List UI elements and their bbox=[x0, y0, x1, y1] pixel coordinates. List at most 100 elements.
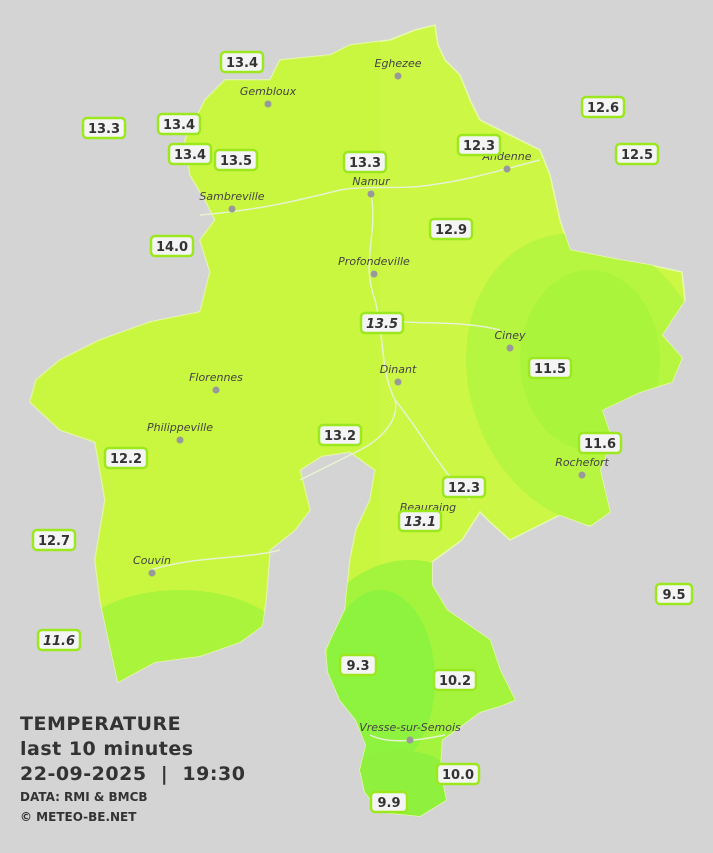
station-box bbox=[456, 133, 502, 157]
city-dot bbox=[176, 436, 184, 444]
station-reading: 12.7 bbox=[31, 528, 77, 552]
station-reading: 13.4 bbox=[219, 50, 265, 74]
station-value: 12.5 bbox=[621, 148, 653, 163]
city-label: Couvin bbox=[133, 554, 171, 567]
city-dot bbox=[578, 471, 586, 479]
legend-credit: © METEO-BE.NET bbox=[20, 810, 137, 824]
station-reading: 9.3 bbox=[338, 653, 378, 677]
station-box bbox=[81, 116, 127, 140]
station-value: 11.6 bbox=[43, 634, 75, 649]
station-box bbox=[428, 217, 474, 241]
station-box bbox=[397, 509, 443, 533]
station-box bbox=[36, 628, 82, 652]
station-value: 9.5 bbox=[662, 588, 685, 603]
station-value: 11.5 bbox=[534, 362, 566, 377]
station-box bbox=[527, 356, 573, 380]
city-dot bbox=[406, 736, 414, 744]
station-value: 12.2 bbox=[110, 452, 142, 467]
river bbox=[149, 159, 541, 742]
station-value: 13.3 bbox=[349, 156, 381, 171]
station-box bbox=[338, 653, 378, 677]
station-box bbox=[103, 446, 149, 470]
station-reading: 12.5 bbox=[614, 142, 660, 166]
station-value: 13.2 bbox=[324, 429, 356, 444]
station-reading: 13.1 bbox=[397, 509, 443, 533]
station-value: 10.0 bbox=[442, 768, 474, 783]
station-box bbox=[359, 311, 405, 335]
station-box bbox=[432, 668, 478, 692]
station-box bbox=[156, 112, 202, 136]
station-reading: 10.2 bbox=[432, 668, 478, 692]
station-value: 13.3 bbox=[88, 122, 120, 137]
city-dot bbox=[212, 386, 220, 394]
station-reading: 12.2 bbox=[103, 446, 149, 470]
city-dot bbox=[394, 72, 402, 80]
station-box bbox=[654, 582, 694, 606]
station-reading: 13.4 bbox=[156, 112, 202, 136]
station-box bbox=[614, 142, 660, 166]
city-dot bbox=[264, 100, 272, 108]
legend: TEMPERATURE last 10 minutes 22-09-2025 |… bbox=[20, 712, 245, 827]
city-label: Gembloux bbox=[240, 85, 297, 98]
station-value: 13.5 bbox=[366, 317, 398, 332]
city-dot bbox=[506, 344, 514, 352]
station-box bbox=[580, 95, 626, 119]
station-value: 9.9 bbox=[377, 796, 400, 811]
city-label: Vresse-sur-Semois bbox=[359, 721, 461, 734]
station-reading: 12.3 bbox=[441, 475, 487, 499]
legend-subheading: last 10 minutes bbox=[20, 738, 194, 760]
station-value: 13.4 bbox=[226, 56, 258, 71]
station-value: 12.3 bbox=[463, 139, 495, 154]
station-box bbox=[577, 431, 623, 455]
city-dot bbox=[148, 569, 156, 577]
station-value: 12.9 bbox=[435, 223, 467, 238]
station-value: 9.3 bbox=[346, 659, 369, 674]
station-reading: 9.9 bbox=[369, 790, 409, 814]
city-label: Namur bbox=[352, 175, 391, 188]
station-value: 10.2 bbox=[439, 674, 471, 689]
station-value: 13.4 bbox=[174, 148, 206, 163]
city-label: Dinant bbox=[380, 363, 417, 376]
legend-datetime: 22-09-2025 | 19:30 bbox=[20, 763, 246, 785]
station-box bbox=[149, 234, 195, 258]
station-value: 12.3 bbox=[448, 481, 480, 496]
city-dot bbox=[367, 190, 375, 198]
station-reading: 13.2 bbox=[317, 423, 363, 447]
station-value: 14.0 bbox=[156, 240, 188, 255]
station-reading: 10.0 bbox=[435, 762, 481, 786]
legend-heading: TEMPERATURE bbox=[20, 713, 182, 735]
station-reading: 11.6 bbox=[36, 628, 82, 652]
station-value: 13.1 bbox=[404, 515, 436, 530]
city-label: Profondeville bbox=[338, 255, 410, 268]
station-reading: 13.5 bbox=[213, 148, 259, 172]
city-dot bbox=[370, 270, 378, 278]
city-dot bbox=[394, 378, 402, 386]
station-box bbox=[213, 148, 259, 172]
station-value: 12.7 bbox=[38, 534, 70, 549]
station-box bbox=[317, 423, 363, 447]
city-label: Philippeville bbox=[147, 421, 213, 434]
city-dot bbox=[503, 165, 511, 173]
city-dot bbox=[228, 205, 236, 213]
station-box bbox=[31, 528, 77, 552]
station-box bbox=[167, 142, 213, 166]
city-label: Ciney bbox=[495, 329, 526, 342]
station-reading: 12.9 bbox=[428, 217, 474, 241]
station-reading: 11.5 bbox=[527, 356, 573, 380]
station-reading: 12.3 bbox=[456, 133, 502, 157]
city-label: Florennes bbox=[189, 371, 243, 384]
station-reading: 13.5 bbox=[359, 311, 405, 335]
station-value: 12.6 bbox=[587, 101, 619, 116]
station-value: 13.5 bbox=[220, 154, 252, 169]
city-label: Eghezee bbox=[375, 57, 422, 70]
station-value: 13.4 bbox=[163, 118, 195, 133]
station-box bbox=[369, 790, 409, 814]
legend-source: DATA: RMI & BMCB bbox=[20, 790, 148, 804]
station-reading: 13.3 bbox=[342, 150, 388, 174]
station-value: 11.6 bbox=[584, 437, 616, 452]
station-reading: 13.3 bbox=[81, 116, 127, 140]
station-box bbox=[219, 50, 265, 74]
station-box bbox=[441, 475, 487, 499]
